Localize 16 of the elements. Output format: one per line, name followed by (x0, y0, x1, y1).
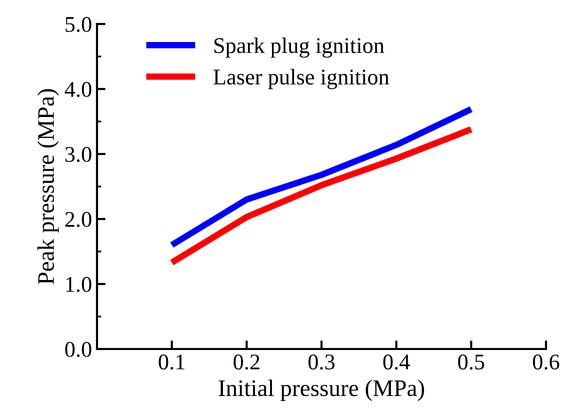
legend-label: Spark plug ignition (214, 37, 384, 58)
x-tick-label: 0.6 (532, 354, 560, 370)
x-axis-title: Initial pressure (MPa) (218, 380, 424, 401)
y-tick-label: 4.0 (64, 82, 92, 98)
x-tick-label: 0.4 (383, 354, 410, 370)
x-tick-label: 0.2 (234, 354, 260, 370)
x-tick-label: 0.1 (158, 354, 184, 370)
y-tick-label: 0.0 (65, 342, 92, 358)
y-tick-label: 5.0 (66, 16, 92, 32)
x-tick-label: 0.5 (458, 354, 484, 370)
legend-label: Laser pulse ignition (214, 68, 390, 90)
y-axis-title: Peak pressure (MPa) (37, 89, 59, 284)
y-tick-label: 1.0 (66, 276, 92, 292)
x-tick-label: 0.3 (308, 354, 335, 370)
y-tick-label: 2.0 (65, 212, 92, 228)
y-tick-label: 3.0 (65, 146, 92, 162)
